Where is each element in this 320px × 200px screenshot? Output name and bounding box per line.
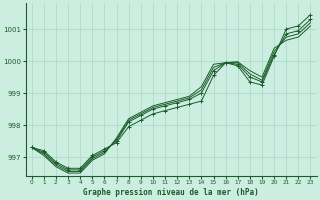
X-axis label: Graphe pression niveau de la mer (hPa): Graphe pression niveau de la mer (hPa) — [83, 188, 259, 197]
